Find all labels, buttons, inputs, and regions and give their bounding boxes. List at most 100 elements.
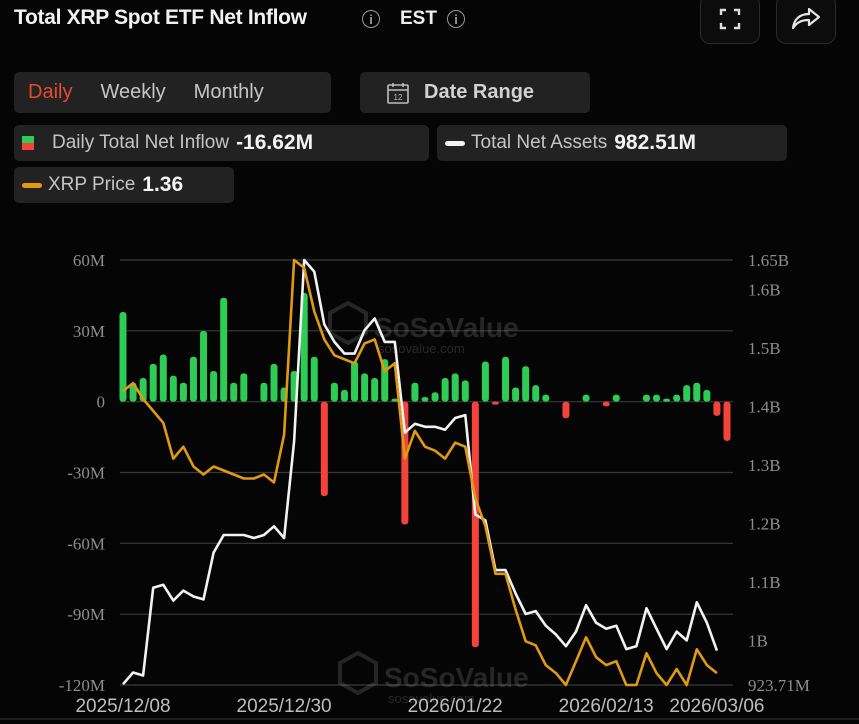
inflow-bar xyxy=(663,398,671,402)
inflow-bar xyxy=(612,394,620,402)
x-axis-tick: 2026/01/22 xyxy=(408,696,503,717)
inflow-bar xyxy=(522,366,530,402)
inflow-bar xyxy=(673,394,681,402)
right-axis-tick: 1.6B xyxy=(748,280,781,299)
divider xyxy=(0,718,859,720)
inflow-bar xyxy=(532,385,540,402)
right-axis-tick: 1.3B xyxy=(748,456,781,475)
legend-total-net-assets[interactable]: Total Net Assets 982.51M xyxy=(437,125,787,161)
fullscreen-button[interactable] xyxy=(700,0,760,44)
date-range-label: Date Range xyxy=(424,81,535,103)
fullscreen-icon xyxy=(719,8,741,30)
inflow-bar xyxy=(723,401,731,441)
legend-daily-net-inflow[interactable]: Daily Total Net Inflow -16.62M xyxy=(14,125,429,161)
inflow-bar xyxy=(391,398,399,402)
info-icon[interactable]: i xyxy=(362,10,380,28)
legend-value: 1.36 xyxy=(142,173,184,196)
legend-value: 982.51M xyxy=(614,131,696,154)
left-axis-tick: -90M xyxy=(67,605,105,624)
inflow-bar xyxy=(240,373,248,402)
legend-label: Daily Total Net Inflow xyxy=(52,132,230,153)
inflow-bar xyxy=(491,401,499,405)
inflow-bar xyxy=(542,394,550,402)
inflow-bar xyxy=(431,392,439,402)
left-axis-tick: -120M xyxy=(59,676,105,695)
inflow-bar xyxy=(642,394,650,402)
x-axis-tick: 2025/12/08 xyxy=(75,696,170,717)
inflow-bar xyxy=(411,382,419,402)
inflow-bar xyxy=(210,370,218,402)
inflow-bar xyxy=(693,382,701,402)
right-axis-tick: 1B xyxy=(748,631,768,650)
share-button[interactable] xyxy=(776,0,836,44)
inflow-bar xyxy=(703,389,711,402)
right-axis-tick: 1.4B xyxy=(748,397,781,416)
left-axis-tick: 30M xyxy=(73,322,105,341)
inflow-bar xyxy=(502,356,510,402)
inflow-bar xyxy=(230,382,238,402)
x-axis-tick: 2026/03/06 xyxy=(669,696,764,717)
inflow-bar xyxy=(602,401,610,407)
inflow-bar xyxy=(441,378,449,402)
watermark: SoSoValuesosovalue.comSoSoValuesosovalue… xyxy=(328,300,529,706)
legend-label: XRP Price xyxy=(48,174,136,195)
left-axis-tick: -30M xyxy=(67,464,105,483)
share-icon xyxy=(791,7,821,30)
svg-text:SoSoValue: SoSoValue xyxy=(374,312,519,343)
inflow-bar xyxy=(159,354,167,402)
svg-text:SoSoValue: SoSoValue xyxy=(384,662,529,693)
legend-xrp-price[interactable]: XRP Price 1.36 xyxy=(14,167,234,203)
inflow-bar xyxy=(351,361,359,402)
svg-text:sosovalue.com: sosovalue.com xyxy=(388,691,475,706)
inflow-bar xyxy=(421,396,429,402)
inflow-bar xyxy=(361,373,369,402)
right-axis-tick: 1.65B xyxy=(748,251,789,270)
inflow-bar xyxy=(512,387,520,402)
inflow-bar xyxy=(471,401,479,648)
inflow-bar xyxy=(220,297,228,402)
inflow-bar xyxy=(713,401,721,416)
white-line-icon xyxy=(445,140,465,146)
inflow-bar xyxy=(189,356,197,402)
right-axis-tick: 1.2B xyxy=(748,514,781,533)
legend-value: -16.62M xyxy=(236,131,314,154)
timezone-info-icon[interactable]: i xyxy=(447,10,465,28)
inflow-bar xyxy=(200,330,208,402)
period-tabs: Daily Weekly Monthly xyxy=(14,72,331,113)
tab-monthly[interactable]: Monthly xyxy=(193,81,264,103)
right-axis-tick: 923.71M xyxy=(748,676,810,695)
inflow-bar xyxy=(320,401,328,497)
inflow-bar xyxy=(481,361,489,402)
svg-text:12: 12 xyxy=(394,93,403,102)
inflow-bar xyxy=(270,363,278,402)
chart-title: Total XRP Spot ETF Net Inflow xyxy=(14,6,307,29)
xrp-price-line xyxy=(122,258,718,687)
axis-labels: 60M 30M 0 -30M -60M -90M -120M 1.65B 1.6B 1.5B 1.4… xyxy=(59,251,810,717)
inflow-bar xyxy=(300,293,308,402)
inflow-bar xyxy=(169,375,177,402)
chart-canvas[interactable]: SoSoValuesosovalue.comSoSoValuesosovalue… xyxy=(0,230,859,724)
right-axis-tick: 1.5B xyxy=(748,339,781,358)
inflow-bar xyxy=(461,380,469,402)
svg-text:sosovalue.com: sosovalue.com xyxy=(378,341,465,356)
total-net-assets-line xyxy=(122,258,719,686)
inflow-bar xyxy=(340,389,348,402)
gold-line-icon xyxy=(22,182,42,188)
x-axis-tick: 2025/12/30 xyxy=(237,696,332,717)
left-axis-tick: -60M xyxy=(67,534,105,553)
green-red-bar-icon xyxy=(22,136,34,150)
inflow-bar xyxy=(179,382,187,402)
inflow-bar xyxy=(330,382,338,402)
inflow-bar xyxy=(562,401,570,419)
tab-weekly[interactable]: Weekly xyxy=(100,81,166,103)
inflow-bar xyxy=(310,356,318,402)
x-axis-tick: 2026/02/13 xyxy=(559,696,654,717)
series-lines xyxy=(122,258,719,687)
right-axis-tick: 1.1B xyxy=(748,573,781,592)
inflow-bar xyxy=(451,373,459,402)
timezone-label: EST xyxy=(400,8,437,29)
tab-daily[interactable]: Daily xyxy=(28,81,73,103)
date-range-button[interactable]: 12 Date Range xyxy=(360,72,590,113)
calendar-icon: 12 xyxy=(387,82,409,104)
legend-label: Total Net Assets xyxy=(471,132,608,153)
